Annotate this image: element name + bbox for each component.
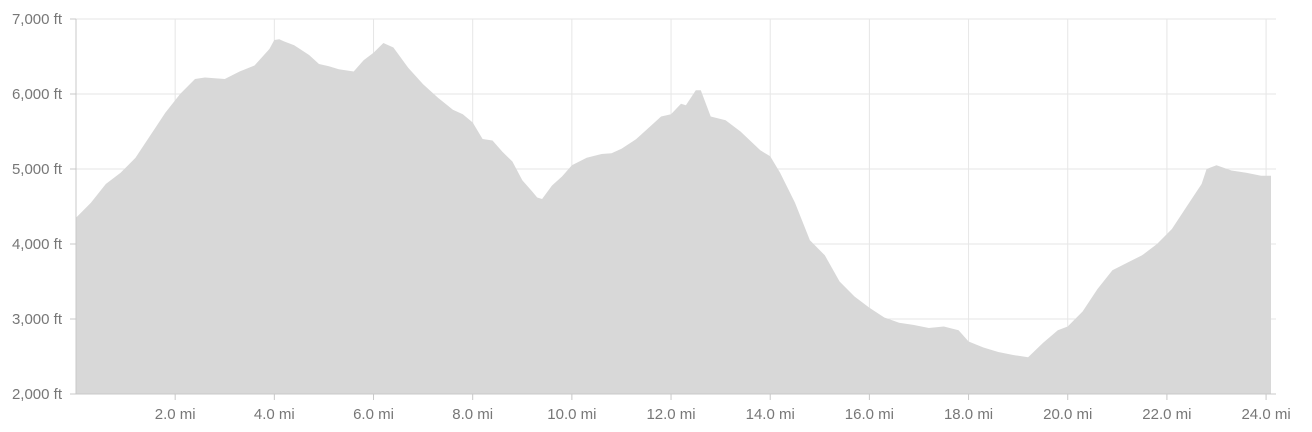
x-tick-label: 24.0 mi	[1241, 406, 1290, 423]
area-layer	[76, 39, 1271, 395]
x-tick-label: 8.0 mi	[452, 406, 493, 423]
tick-labels: 2,000 ft 3,000 ft 4,000 ft 5,000 ft 6,000 ft…	[12, 11, 1291, 423]
y-tick-label: 4,000 ft	[12, 236, 63, 253]
elevation-area	[76, 39, 1271, 395]
x-tick-label: 10.0 mi	[547, 406, 596, 423]
x-tick-label: 4.0 mi	[254, 406, 295, 423]
y-tick-label: 5,000 ft	[12, 161, 63, 178]
y-tick-label: 7,000 ft	[12, 11, 63, 28]
y-tick-label: 6,000 ft	[12, 86, 63, 103]
y-tick-label: 2,000 ft	[12, 386, 63, 403]
y-tick-label: 3,000 ft	[12, 311, 63, 328]
x-tick-label: 2.0 mi	[155, 406, 196, 423]
x-tick-label: 20.0 mi	[1043, 406, 1092, 423]
x-tick-label: 14.0 mi	[746, 406, 795, 423]
x-tick-label: 22.0 mi	[1142, 406, 1191, 423]
x-tick-label: 12.0 mi	[646, 406, 695, 423]
x-tick-label: 6.0 mi	[353, 406, 394, 423]
x-tick-label: 16.0 mi	[845, 406, 894, 423]
axis-layer	[70, 18, 1276, 400]
x-tick-label: 18.0 mi	[944, 406, 993, 423]
